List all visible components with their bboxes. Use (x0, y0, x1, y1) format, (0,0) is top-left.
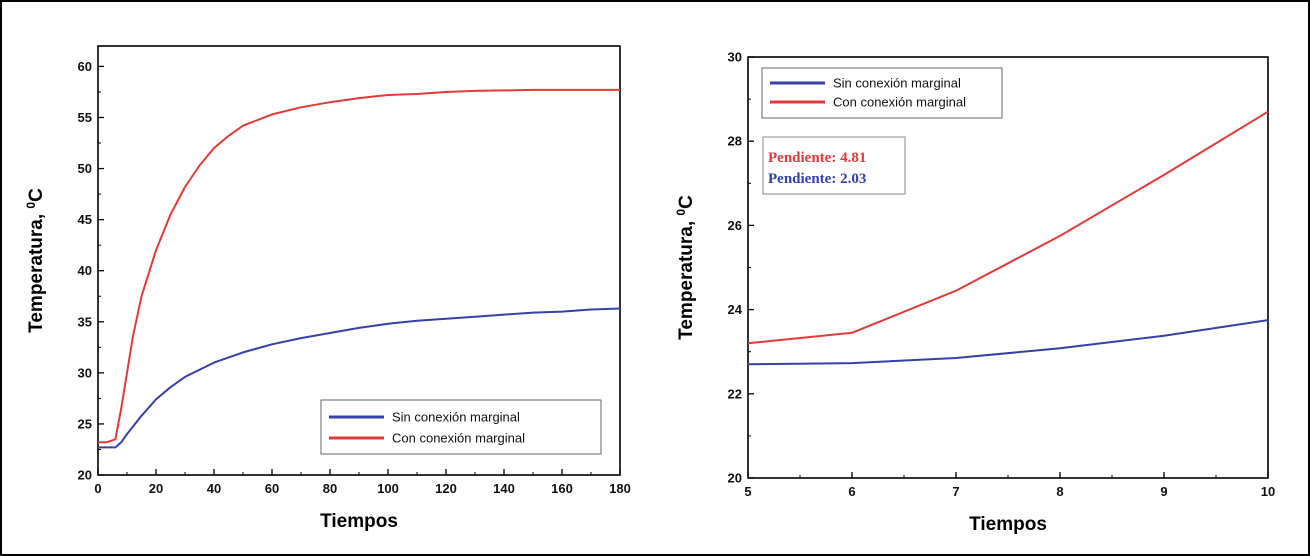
y-tick-label: 45 (78, 212, 92, 227)
series-line-0 (98, 307, 621, 449)
y-tick-label: 60 (78, 59, 92, 74)
x-tick-label: 120 (435, 481, 457, 496)
y-tick-label: 24 (728, 302, 743, 317)
x-tick-label: 80 (323, 481, 337, 496)
x-tick-label: 180 (609, 481, 631, 496)
plot-frame (747, 56, 1269, 479)
y-axis-title-text: Temperatura, (676, 216, 697, 340)
legend-label-0: Sin conexión marginal (833, 76, 961, 91)
slope-annotation-box (762, 136, 906, 195)
legend-label-1: Con conexión marginal (833, 95, 966, 110)
x-axis-title: Tiempos (969, 514, 1047, 535)
y-axis-title-unit: C (26, 188, 47, 202)
x-tick-label: 140 (493, 481, 515, 496)
y-axis-title-degree: 0 (674, 209, 688, 216)
x-tick-label: 20 (149, 481, 163, 496)
y-tick-label: 50 (78, 161, 92, 176)
x-tick-label: 100 (377, 481, 399, 496)
x-tick-label: 9 (1160, 484, 1167, 499)
legend-box (320, 399, 602, 455)
y-tick-label: 22 (728, 386, 742, 401)
x-axis-title: Tiempos (320, 511, 398, 532)
y-tick-label: 25 (78, 416, 92, 431)
y-axis-title: Temperatura, 0C (674, 195, 697, 340)
y-tick-label: 20 (728, 471, 742, 486)
x-tick-label: 6 (848, 484, 855, 499)
y-tick-label: 30 (728, 50, 742, 65)
y-axis-title-degree: 0 (24, 202, 38, 209)
y-tick-label: 55 (78, 110, 92, 125)
y-tick-label: 30 (78, 365, 92, 380)
x-tick-label: 7 (952, 484, 959, 499)
legend-label-1: Con conexión marginal (392, 431, 525, 446)
slope-annotation-1: Pendiente: 2.03 (768, 171, 866, 187)
y-tick-label: 26 (728, 218, 742, 233)
y-tick-label: 20 (78, 468, 92, 483)
series-line-0 (747, 319, 1269, 366)
slope-annotation-0: Pendiente: 4.81 (768, 150, 866, 166)
series-line-1 (98, 88, 620, 444)
x-tick-label: 10 (1261, 484, 1275, 499)
y-tick-label: 28 (728, 134, 742, 149)
series-line-1 (747, 110, 1269, 345)
y-tick-label: 35 (78, 314, 92, 329)
x-tick-label: 40 (207, 481, 221, 496)
legend-box (761, 67, 1003, 119)
y-axis-title-unit: C (676, 195, 697, 209)
legend-label-0: Sin conexión marginal (392, 410, 520, 425)
x-tick-label: 5 (744, 484, 751, 499)
y-tick-label: 40 (78, 263, 92, 278)
x-tick-label: 60 (265, 481, 279, 496)
x-tick-label: 0 (94, 481, 101, 496)
y-axis-title-text: Temperatura, (26, 209, 47, 333)
y-axis-title: Temperatura, 0C (24, 188, 47, 333)
x-tick-label: 8 (1056, 484, 1063, 499)
x-tick-label: 160 (551, 481, 573, 496)
